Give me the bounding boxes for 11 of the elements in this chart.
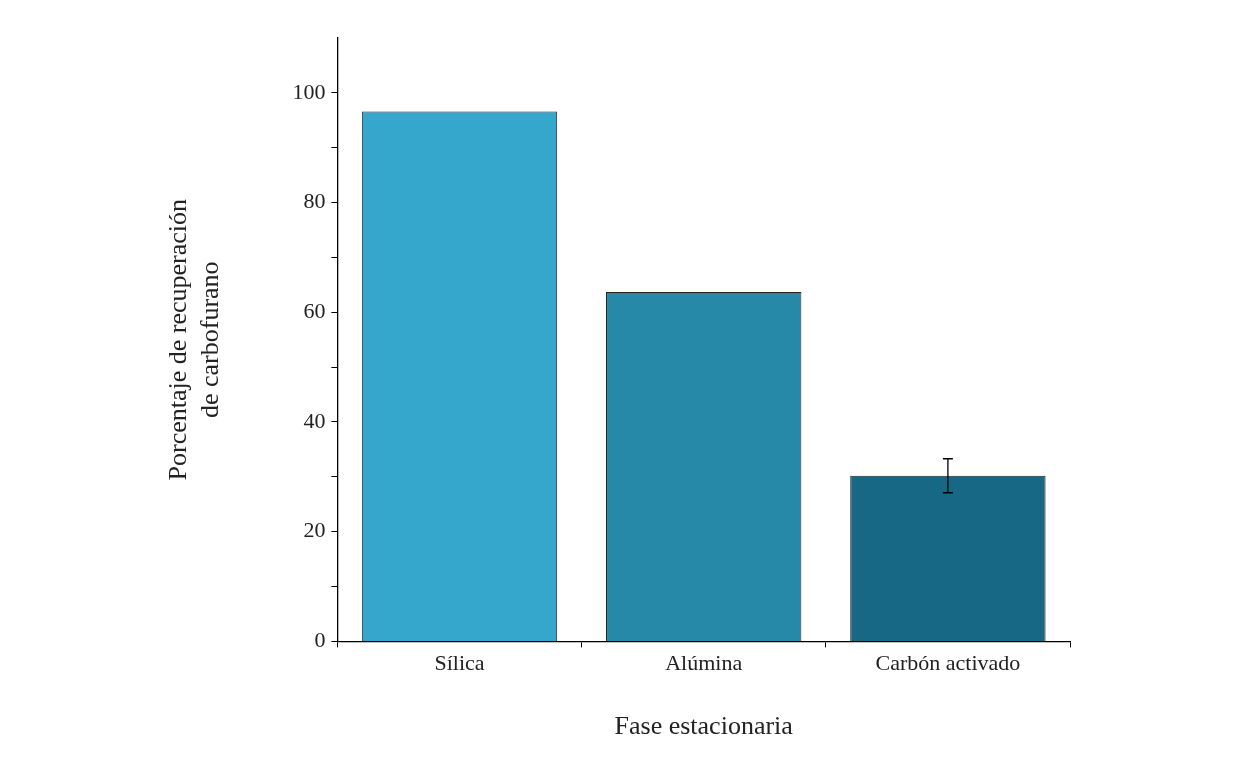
x-axis-title: Fase estacionaria <box>614 711 794 741</box>
y-tick-label: 60 <box>303 298 326 324</box>
x-tick-label: Sílica <box>434 650 485 676</box>
y-tick-label: 80 <box>303 188 326 214</box>
y-tick-label: 0 <box>314 627 326 653</box>
y-tick-label: 40 <box>303 407 326 433</box>
x-tick-label: Carbón activado <box>875 650 1021 676</box>
x-tick-label: Alúmina <box>665 650 743 676</box>
y-tick-label: 20 <box>303 517 326 543</box>
y-axis-title: Porcentaje de recuperación de carbofurano <box>163 198 224 481</box>
y-tick-label: 100 <box>292 78 326 104</box>
